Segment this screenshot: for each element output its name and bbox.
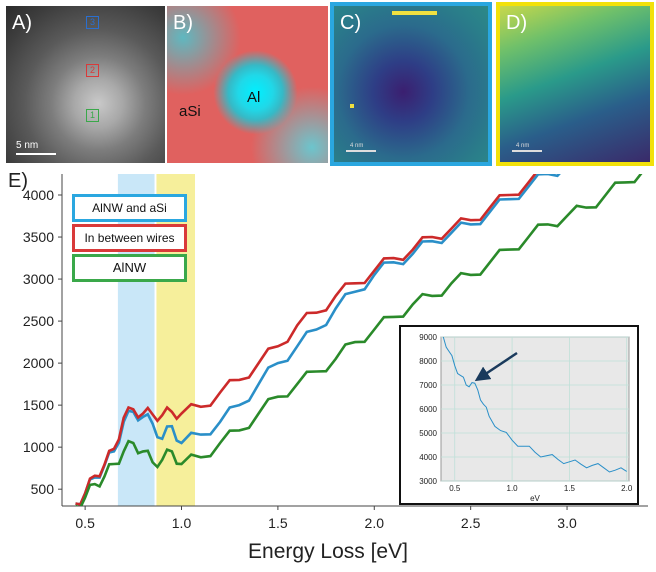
- panel-d-scale-label: 4 nm: [516, 143, 530, 149]
- panel-d-scale-bar: [512, 150, 542, 152]
- series-line-2: [75, 174, 643, 506]
- panel-a-haadf-image: A) 3 2 1 5 nm: [6, 6, 165, 163]
- panel-b-eds-map: B) Al aSi: [167, 6, 328, 163]
- roi-box-1: 1: [86, 109, 99, 122]
- inset-chart: 3000 4000 5000 6000 7000 8000 9000 0.5 1.0 1.5 2.0…: [419, 333, 633, 503]
- panel-c-bright-streak: [392, 11, 437, 15]
- y-tick-label-500: 500: [31, 481, 55, 497]
- panel-c-scale-label: 4 nm: [350, 143, 364, 149]
- x-tick-label-1.0: 1.0: [172, 515, 192, 531]
- panel-a-scale-bar: [16, 153, 56, 155]
- inset-y-tick-label-4000: 4000: [419, 453, 437, 462]
- inset-x-tick-label-1.0: 1.0: [507, 484, 519, 493]
- inset-y-tick-label-3000: 3000: [419, 477, 437, 486]
- y-tick-label-2500: 2500: [23, 313, 54, 329]
- inset-y-tick-label-9000: 9000: [419, 333, 437, 342]
- series-line-0: [75, 174, 561, 506]
- inset-panel: 3000 4000 5000 6000 7000 8000 9000 0.5 1.0 1.5 2.0…: [399, 325, 639, 505]
- y-tick-label-3000: 3000: [23, 271, 54, 287]
- x-tick-label-1.5: 1.5: [268, 515, 288, 531]
- panel-e-label: E): [8, 170, 28, 192]
- y-tick-label-1000: 1000: [23, 439, 54, 455]
- roi-label-2: 2: [89, 65, 95, 75]
- inset-series-line: [442, 336, 627, 473]
- panel-c-label: C): [340, 12, 362, 34]
- legend-item-in-between-wires: In between wires: [72, 224, 187, 252]
- panel-a-label: A): [12, 12, 32, 34]
- inset-x-tick-label-0.5: 0.5: [449, 484, 461, 493]
- roi-box-2: 2: [86, 64, 99, 77]
- asi-label: aSi: [179, 103, 201, 120]
- panel-c-scale-bar: [346, 150, 376, 152]
- x-tick-label-2.0: 2.0: [365, 515, 385, 531]
- series-line-1: [75, 174, 537, 506]
- legend-text-in-between-wires: In between wires: [84, 231, 175, 245]
- panel-b-label: B): [173, 12, 193, 34]
- legend-item-alnw-and-asi: AlNW and aSi: [72, 194, 187, 222]
- inset-y-tick-label-6000: 6000: [419, 405, 437, 414]
- inset-arrow: [474, 351, 518, 382]
- panel-c-bright-pixel: [350, 104, 354, 108]
- inset-y-tick-label-5000: 5000: [419, 429, 437, 438]
- y-tick-label-4000: 4000: [23, 187, 54, 203]
- x-tick-label-3.0: 3.0: [557, 515, 577, 531]
- inset-x-tick-label-1.5: 1.5: [564, 484, 576, 493]
- panel-c-intensity-map: C) 4 nm: [330, 2, 492, 166]
- roi-label-3: 3: [89, 17, 95, 27]
- inset-x-tick-label-2.0: 2.0: [621, 484, 633, 493]
- legend-text-alnw-and-asi: AlNW and aSi: [92, 201, 167, 215]
- inset-y-tick-label-7000: 7000: [419, 381, 437, 390]
- x-tick-label-2.5: 2.5: [461, 515, 481, 531]
- eels-spectrum-chart: 500 1000 1500 2000 2500 3000 3500 4000 0.5 1.0 1.5…: [23, 174, 648, 531]
- panel-d-intensity-map: D) 4 nm: [496, 2, 654, 166]
- inset-x-axis-label: eV: [530, 494, 540, 503]
- y-tick-label-3500: 3500: [23, 229, 54, 245]
- y-tick-label-1500: 1500: [23, 397, 54, 413]
- legend-text-alnw: AlNW: [112, 260, 147, 275]
- inset-y-tick-label-8000: 8000: [419, 357, 437, 366]
- panel-d-label: D): [506, 12, 528, 34]
- legend-item-alnw: AlNW: [72, 254, 187, 282]
- roi-box-3: 3: [86, 16, 99, 29]
- x-axis-title: Energy Loss [eV]: [248, 540, 408, 563]
- roi-label-1: 1: [89, 110, 95, 120]
- y-tick-label-2000: 2000: [23, 355, 54, 371]
- al-label: Al: [247, 89, 261, 106]
- x-tick-label-0.5: 0.5: [75, 515, 95, 531]
- panel-a-scale-label: 5 nm: [16, 140, 39, 151]
